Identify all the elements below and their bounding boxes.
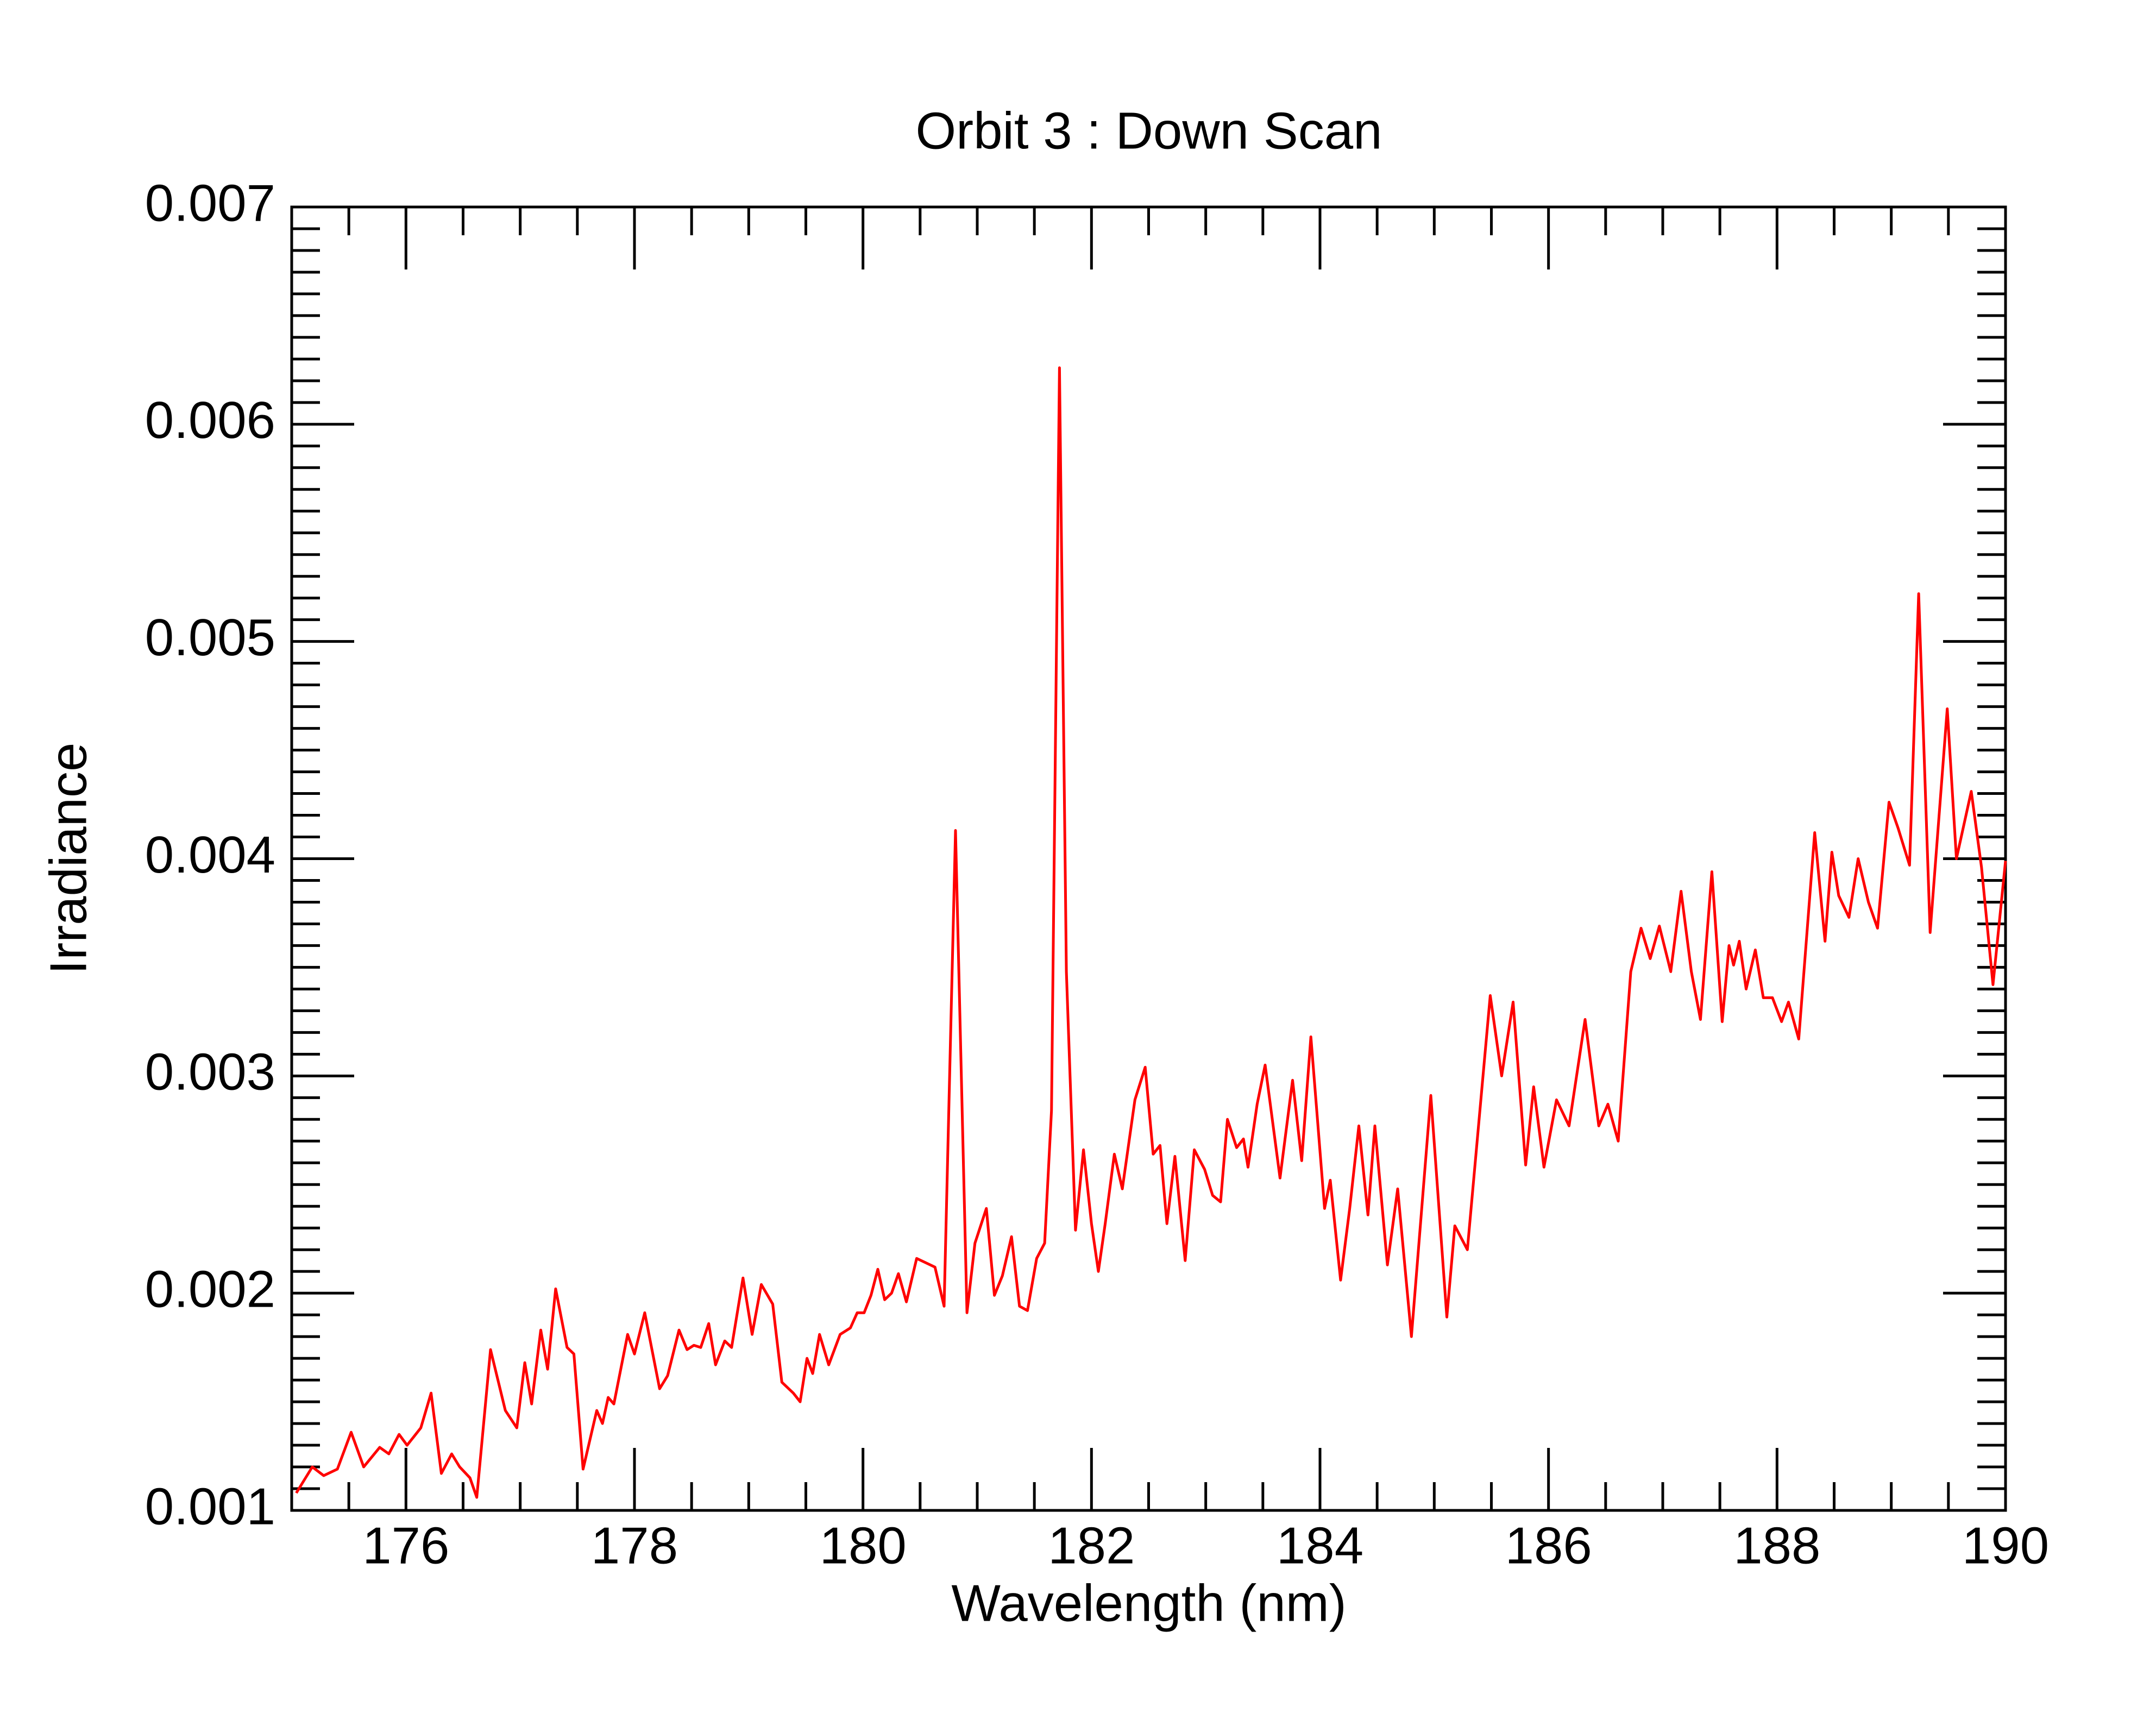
x-tick-label: 190 xyxy=(1962,1516,2049,1575)
y-tick-label: 0.006 xyxy=(145,391,275,449)
x-tick-label: 178 xyxy=(591,1516,678,1575)
y-tick-label: 0.002 xyxy=(145,1260,275,1319)
x-tick-label: 180 xyxy=(820,1516,907,1575)
x-tick-label: 184 xyxy=(1277,1516,1363,1575)
data-line xyxy=(295,366,2007,1499)
chart-title: Orbit 3 : Down Scan xyxy=(915,102,1382,160)
x-tick-label: 188 xyxy=(1733,1516,1820,1575)
x-axis-title: Wavelength (nm) xyxy=(951,1574,1346,1632)
plot-frame xyxy=(290,205,2007,1512)
y-axis-title: Irradiance xyxy=(39,743,97,975)
y-tick-label: 0.001 xyxy=(145,1477,275,1535)
y-tick-label: 0.004 xyxy=(145,826,275,884)
y-tick-label: 0.003 xyxy=(145,1043,275,1101)
x-tick-label: 182 xyxy=(1048,1516,1135,1575)
x-tick-label: 176 xyxy=(362,1516,449,1575)
y-tick-label: 0.005 xyxy=(145,609,275,667)
x-tick-label: 186 xyxy=(1505,1516,1592,1575)
y-tick-label: 0.007 xyxy=(145,174,275,232)
